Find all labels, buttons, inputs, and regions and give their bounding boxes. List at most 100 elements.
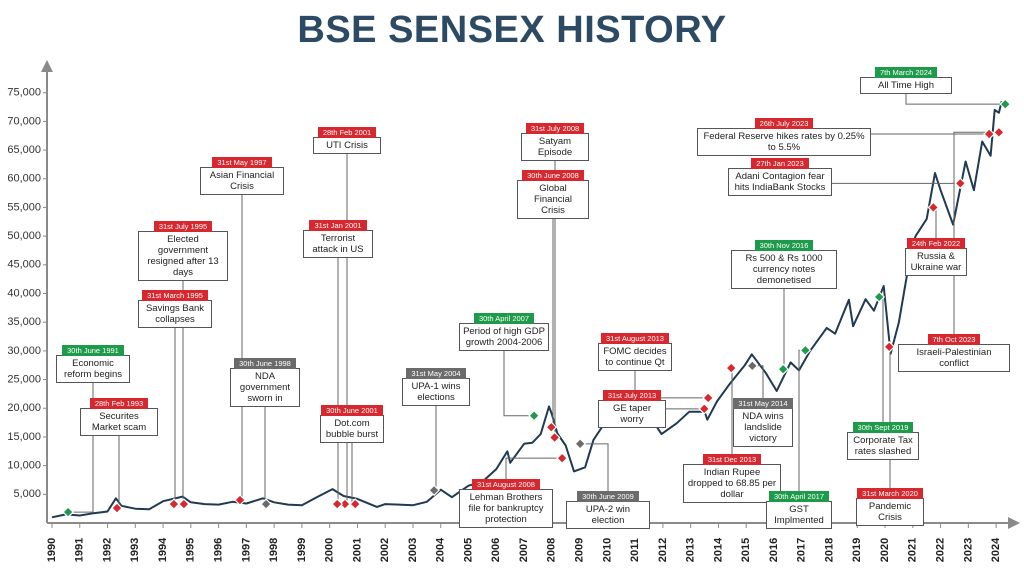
annotation-date: 31st March 2020 xyxy=(857,488,923,499)
event-marker xyxy=(339,498,351,510)
annotation-box: 26th July 2023 Federal Reserve hikes rate… xyxy=(697,118,871,156)
annotation-date: 30th June 2009 xyxy=(577,491,639,502)
event-marker xyxy=(746,359,759,372)
annotation-text: Asian Financial Crisis xyxy=(200,167,284,195)
annotation-date: 7th March 2024 xyxy=(874,67,938,78)
annotation-text: GE taper worry xyxy=(598,400,666,428)
annotation-text: UTI Crisis xyxy=(313,137,381,154)
x-tick-label: 1993 xyxy=(129,538,141,562)
x-tick-label: 2007 xyxy=(518,538,530,562)
connector xyxy=(344,154,348,505)
connector xyxy=(116,436,120,509)
annotation-box: 30th June 1991 Economic reform begins xyxy=(56,345,130,383)
event-marker xyxy=(574,437,586,450)
annotation-date: 31st July 2013 xyxy=(602,390,662,401)
connector xyxy=(953,131,999,334)
annotation-box: 31st March 1995 Savings Bank collapses xyxy=(138,290,212,328)
annotation-date: 30th June 1998 xyxy=(234,358,296,369)
x-tick-label: 2009 xyxy=(574,538,586,562)
annotation-date: 31st May 2004 xyxy=(406,368,466,379)
x-tick-label: 2023 xyxy=(962,538,974,562)
x-tick-label: 1997 xyxy=(240,538,252,562)
annotation-date: 31st March 1995 xyxy=(142,290,208,301)
x-tick-label: 1996 xyxy=(213,538,225,562)
event-marker xyxy=(777,363,789,376)
annotation-date: 31st August 2008 xyxy=(472,479,540,490)
connector xyxy=(752,365,764,398)
annotation-box: 30th June 1998 NDA government sworn in xyxy=(230,358,300,407)
annotation-text: Global Financial Crisis xyxy=(517,180,589,219)
annotation-text: Satyam Episode xyxy=(521,133,589,161)
x-tick-label: 2014 xyxy=(712,537,724,562)
connector xyxy=(503,351,535,417)
y-tick-label: 5,000 xyxy=(13,488,41,500)
connector xyxy=(239,195,243,501)
annotation-text: Securites Market scam xyxy=(80,408,158,436)
connector xyxy=(783,289,785,370)
annotation-box: 31st August 2008 Lehman Brothers file for… xyxy=(459,479,553,528)
annotation-box: 7th Oct 2023 Israeli-Palestinian conflict xyxy=(898,334,1010,372)
event-marker xyxy=(702,392,715,404)
x-tick-label: 2002 xyxy=(379,538,391,562)
x-tick-label: 2012 xyxy=(657,538,669,562)
annotation-box: 30th June 2008 Global Financial Crisis xyxy=(517,170,589,219)
x-tick-label: 2016 xyxy=(768,538,780,562)
connector xyxy=(879,296,884,422)
annotation-date: 30th June 2001 xyxy=(321,405,383,416)
annotation-text: Pandemic Crisis xyxy=(856,498,924,526)
x-tick-label: 2013 xyxy=(685,538,697,562)
annotation-text: UPA-1 wins elections xyxy=(402,378,470,406)
x-tick-label: 2015 xyxy=(740,538,752,562)
annotation-date: 7th Oct 2023 xyxy=(927,334,981,345)
annotation-date: 30th June 2008 xyxy=(522,170,584,181)
annotation-date: 30th Nov 2016 xyxy=(754,240,814,251)
annotation-date: 31st July 1995 xyxy=(153,221,213,232)
annotation-date: 31st August 2013 xyxy=(601,333,669,344)
annotation-box: 30th Nov 2016 Rs 500 & Rs 1000 currency n… xyxy=(731,240,837,289)
event-marker xyxy=(545,421,558,434)
event-marker xyxy=(260,498,272,510)
connector xyxy=(351,443,356,505)
event-marker xyxy=(168,498,180,510)
y-tick-label: 65,000 xyxy=(7,144,41,156)
annotation-date: 27th Jan 2023 xyxy=(751,158,809,169)
annotation-box: 28th Feb 2001 UTI Crisis xyxy=(313,127,381,154)
connector xyxy=(264,407,267,505)
event-marker xyxy=(331,498,344,510)
chart-title: BSE SENSEX HISTORY xyxy=(297,9,726,51)
connector xyxy=(798,349,806,491)
event-marker xyxy=(999,98,1012,111)
event-marker xyxy=(548,431,561,444)
annotation-box: 31st August 2013 FOMC decides to continue… xyxy=(598,333,672,371)
annotation-box: 30th April 2017 GST Implmented xyxy=(766,491,832,529)
annotation-date: 31st May 1997 xyxy=(212,157,272,168)
x-tick-label: 2021 xyxy=(907,538,919,562)
x-tick-label: 1991 xyxy=(74,538,86,562)
x-tick-label: 1992 xyxy=(101,538,113,562)
annotation-date: 26th July 2023 xyxy=(754,118,814,129)
y-tick-label: 75,000 xyxy=(7,87,41,99)
event-marker xyxy=(873,291,886,303)
annotation-date: 24th Feb 2022 xyxy=(906,238,966,249)
x-tick-label: 2001 xyxy=(351,538,363,562)
x-tick-label: 2006 xyxy=(490,538,502,562)
annotation-box: 31st March 2020 Pandemic Crisis xyxy=(856,488,924,526)
annotation-text: Russia & Ukraine war xyxy=(905,248,967,276)
annotation-text: Period of high GDP growth 2004-2006 xyxy=(459,323,549,351)
connector xyxy=(337,258,339,505)
connector xyxy=(905,94,1006,105)
x-tick-label: 2008 xyxy=(546,538,558,562)
annotation-text: Lehman Brothers file for bankruptcy prot… xyxy=(459,489,553,528)
y-tick-label: 25,000 xyxy=(7,373,41,385)
annotation-box: 31st July 2013 GE taper worry xyxy=(598,390,666,428)
y-tick-label: 50,000 xyxy=(7,230,41,242)
x-tick-label: 2000 xyxy=(324,538,336,562)
connector xyxy=(889,346,891,488)
x-tick-label: 2010 xyxy=(601,538,613,562)
annotation-box: 30th June 2001 Dot.com bubble burst xyxy=(320,405,384,443)
annotation-text: Indian Rupee dropped to 68.85 per dollar xyxy=(683,464,781,503)
y-tick-label: 15,000 xyxy=(7,431,41,443)
event-marker xyxy=(927,201,940,214)
annotation-box: 31st May 2004 UPA-1 wins elections xyxy=(402,368,470,406)
